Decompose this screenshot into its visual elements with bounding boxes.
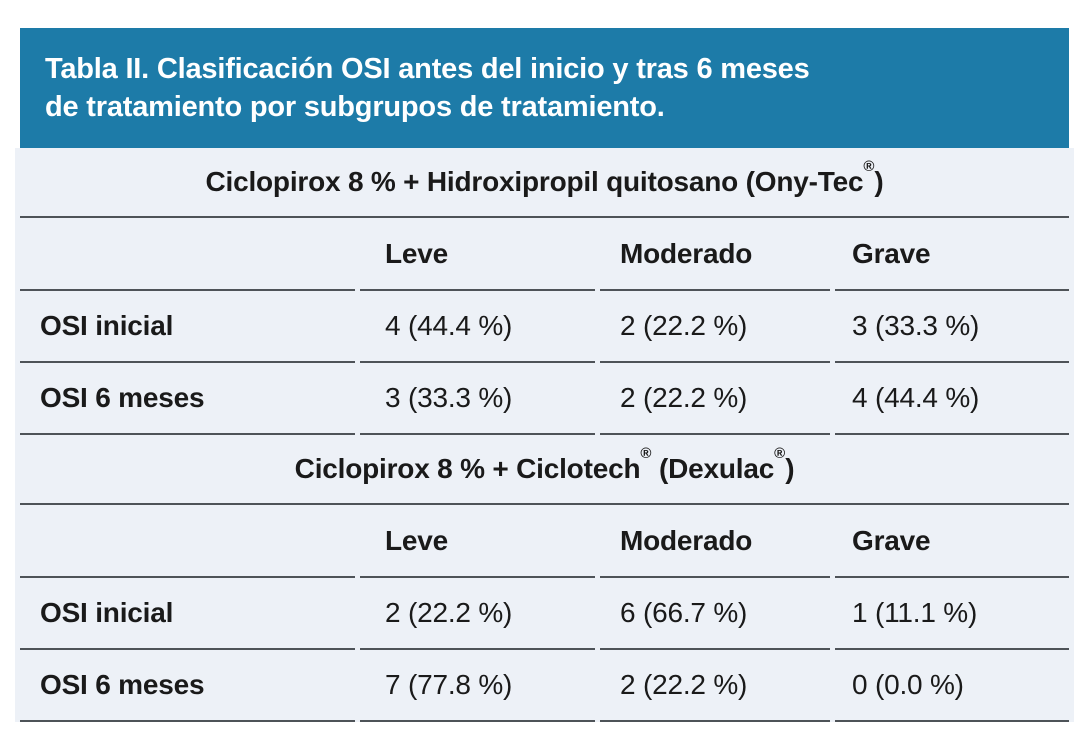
column-header-grave: Grave [835,218,1069,291]
column-header-leve: Leve [360,218,595,291]
cell-value: 7 (77.8 %) [360,650,595,722]
registered-trademark-icon: ® [640,444,652,462]
table-row: OSI inicial 2 (22.2 %) 6 (66.7 %) 1 (11.… [20,578,1069,650]
table-row: OSI 6 meses 3 (33.3 %) 2 (22.2 %) 4 (44.… [20,363,1069,435]
column-header-empty [20,218,355,291]
group-2-header: Ciclopirox 8 % + Ciclotech® (Dexulac®) [20,435,1069,505]
table-title-bar: Tabla II. Clasificación OSI antes del in… [20,28,1069,148]
group-1-header-row: Ciclopirox 8 % + Hidroxipropil quitosano… [20,148,1069,218]
table-row: OSI 6 meses 7 (77.8 %) 2 (22.2 %) 0 (0.0… [20,650,1069,722]
cell-value: 3 (33.3 %) [360,363,595,435]
osi-classification-table: Ciclopirox 8 % + Hidroxipropil quitosano… [15,148,1074,722]
column-header-moderado: Moderado [600,505,830,578]
table-row: OSI inicial 4 (44.4 %) 2 (22.2 %) 3 (33.… [20,291,1069,363]
column-header-moderado: Moderado [600,218,830,291]
group-1-label: Ciclopirox 8 % + Hidroxipropil quitosano… [205,166,864,197]
table-title-line-1: Tabla II. Clasificación OSI antes del in… [45,53,810,85]
group-2-label: Ciclopirox 8 % + Ciclotech [294,453,641,484]
cell-value: 2 (22.2 %) [600,291,830,363]
row-label-osi-inicial: OSI inicial [20,291,355,363]
group-2-label-end: ) [785,453,795,484]
group-2-label-mid: (Dexulac [651,453,775,484]
cell-value: 4 (44.4 %) [360,291,595,363]
column-header-empty [20,505,355,578]
cell-value: 6 (66.7 %) [600,578,830,650]
cell-value: 2 (22.2 %) [360,578,595,650]
cell-value: 4 (44.4 %) [835,363,1069,435]
column-header-leve: Leve [360,505,595,578]
row-label-osi-6-meses: OSI 6 meses [20,363,355,435]
row-label-osi-6-meses: OSI 6 meses [20,650,355,722]
group-1-label-end: ) [874,166,884,197]
cell-value: 2 (22.2 %) [600,363,830,435]
table-card: Tabla II. Clasificación OSI antes del in… [15,28,1074,722]
cell-value: 0 (0.0 %) [835,650,1069,722]
group-1-header: Ciclopirox 8 % + Hidroxipropil quitosano… [20,148,1069,218]
cell-value: 3 (33.3 %) [835,291,1069,363]
column-header-grave: Grave [835,505,1069,578]
table-title-line-2: de tratamiento por subgrupos de tratamie… [45,91,665,123]
registered-trademark-icon: ® [774,444,786,462]
group-2-column-header-row: Leve Moderado Grave [20,505,1069,578]
registered-trademark-icon: ® [863,157,875,175]
group-2-header-row: Ciclopirox 8 % + Ciclotech® (Dexulac®) [20,435,1069,505]
cell-value: 1 (11.1 %) [835,578,1069,650]
cell-value: 2 (22.2 %) [600,650,830,722]
group-1-column-header-row: Leve Moderado Grave [20,218,1069,291]
row-label-osi-inicial: OSI inicial [20,578,355,650]
